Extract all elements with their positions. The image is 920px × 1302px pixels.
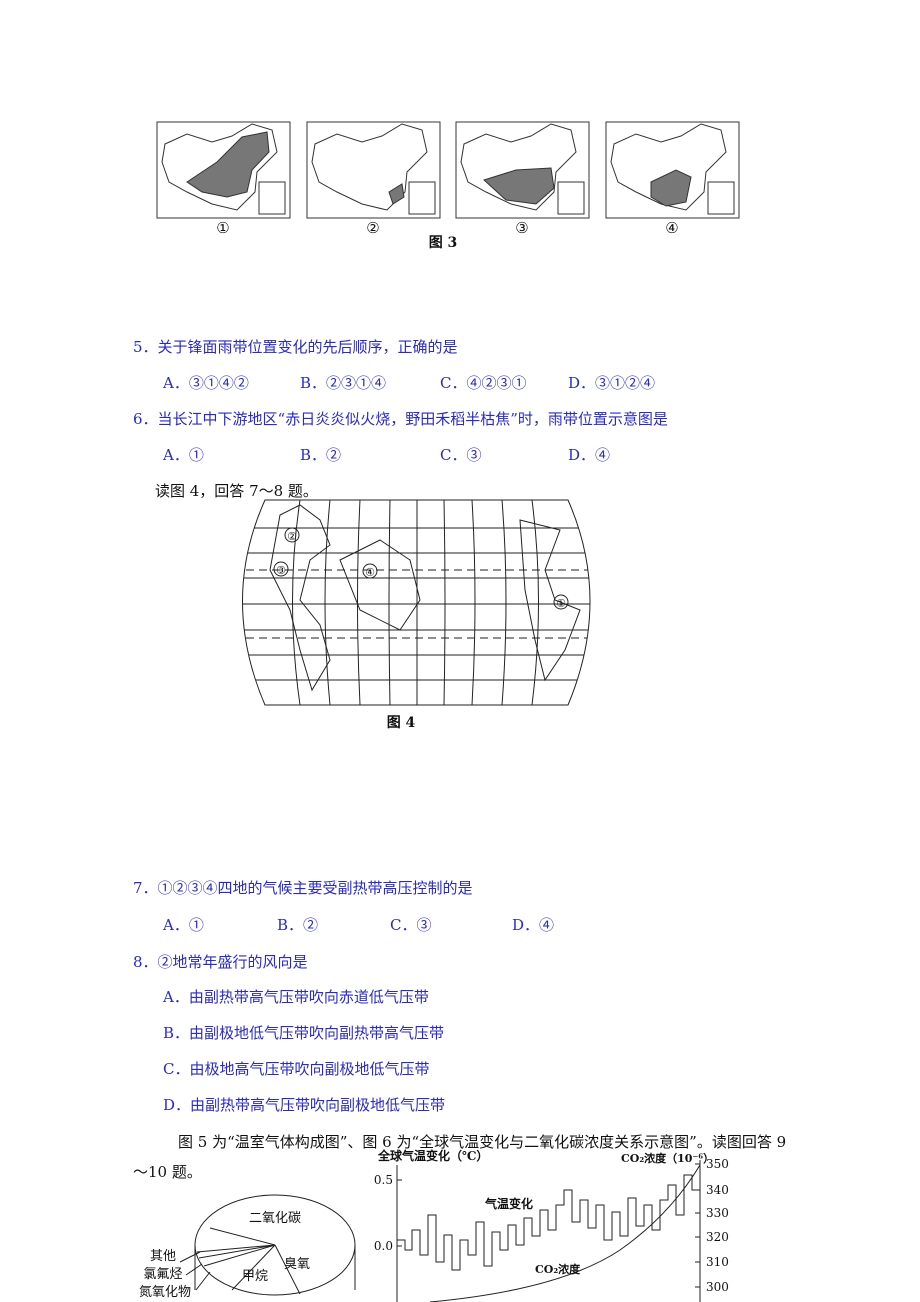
map-label: ④ bbox=[665, 219, 678, 237]
instruction: 图 5 为“温室气体构成图”、图 6 为“全球气温变化与二氧化碳浓度关系示意图”… bbox=[133, 1133, 787, 1181]
option: C．④②③① bbox=[440, 374, 527, 392]
question: 6．当长江中下游地区“赤日炎炎似火烧，野田禾稻半枯焦”时，雨带位置示意图是 bbox=[133, 410, 668, 428]
option: D．④ bbox=[512, 916, 555, 934]
map-label: ① bbox=[216, 219, 229, 237]
figure-3 bbox=[156, 121, 740, 219]
figure-5 bbox=[179, 1194, 356, 1296]
question: 8．②地常年盛行的风向是 bbox=[133, 953, 308, 971]
option: B．② bbox=[277, 916, 319, 934]
axis-title: CO₂浓度（10⁻⁶） bbox=[621, 1151, 714, 1165]
figure-6 bbox=[396, 1160, 701, 1302]
option: B．由副极地低气压带吹向副热带高气压带 bbox=[163, 1024, 445, 1042]
curve-label: 气温变化 bbox=[484, 1196, 533, 1211]
option: D．④ bbox=[568, 446, 611, 464]
tick-label: 300 bbox=[706, 1280, 729, 1294]
option: D．由副热带高气压带吹向副极地低气压带 bbox=[163, 1096, 446, 1114]
figure-4 bbox=[242, 499, 591, 706]
pie-label: 甲烷 bbox=[242, 1269, 268, 1284]
option: C．由极地高气压带吹向副极地低气压带 bbox=[163, 1060, 430, 1078]
instruction: 读图 4，回答 7～8 题。 bbox=[155, 482, 318, 500]
map-marker: ① bbox=[556, 597, 566, 610]
option: B．② bbox=[300, 446, 342, 464]
figure-caption: 图 4 bbox=[387, 715, 416, 731]
tick-label: 0.5 bbox=[374, 1173, 393, 1187]
pie-label: 氯氟烃 bbox=[143, 1267, 182, 1282]
tick-label: 340 bbox=[706, 1183, 729, 1197]
tick-label: 310 bbox=[706, 1255, 729, 1269]
map-label: ② bbox=[366, 219, 379, 237]
map-marker: ③ bbox=[276, 564, 286, 577]
axis-title: 全球气温变化（℃） bbox=[377, 1148, 488, 1163]
pie-label: 其他 bbox=[150, 1249, 176, 1264]
map-label: ③ bbox=[515, 219, 528, 237]
option: D．③①②④ bbox=[568, 374, 656, 392]
option: C．③ bbox=[390, 916, 432, 934]
pie-label: 二氧化碳 bbox=[249, 1211, 301, 1226]
map-marker: ④ bbox=[365, 566, 375, 579]
option: A．由副热带高气压带吹向赤道低气压带 bbox=[163, 988, 429, 1006]
tick-label: 0.0 bbox=[374, 1239, 393, 1253]
figure-caption: 图 3 bbox=[429, 235, 458, 251]
pie-label: 氮氧化物 bbox=[139, 1285, 191, 1300]
question: 7．①②③④四地的气候主要受副热带高压控制的是 bbox=[133, 879, 473, 897]
question: 5．关于锋面雨带位置变化的先后顺序，正确的是 bbox=[133, 338, 458, 356]
option: C．③ bbox=[440, 446, 482, 464]
option: A．① bbox=[163, 916, 204, 934]
map-marker: ② bbox=[287, 530, 297, 543]
option: A．③①④② bbox=[163, 374, 249, 392]
tick-label: 320 bbox=[706, 1230, 729, 1244]
tick-label: 350 bbox=[706, 1157, 729, 1171]
curve-label: CO₂浓度 bbox=[535, 1262, 581, 1276]
pie-label: 臭氧 bbox=[284, 1257, 310, 1272]
tick-label: 330 bbox=[706, 1206, 729, 1220]
option: A．① bbox=[163, 446, 204, 464]
option: B．②③①④ bbox=[300, 374, 387, 392]
